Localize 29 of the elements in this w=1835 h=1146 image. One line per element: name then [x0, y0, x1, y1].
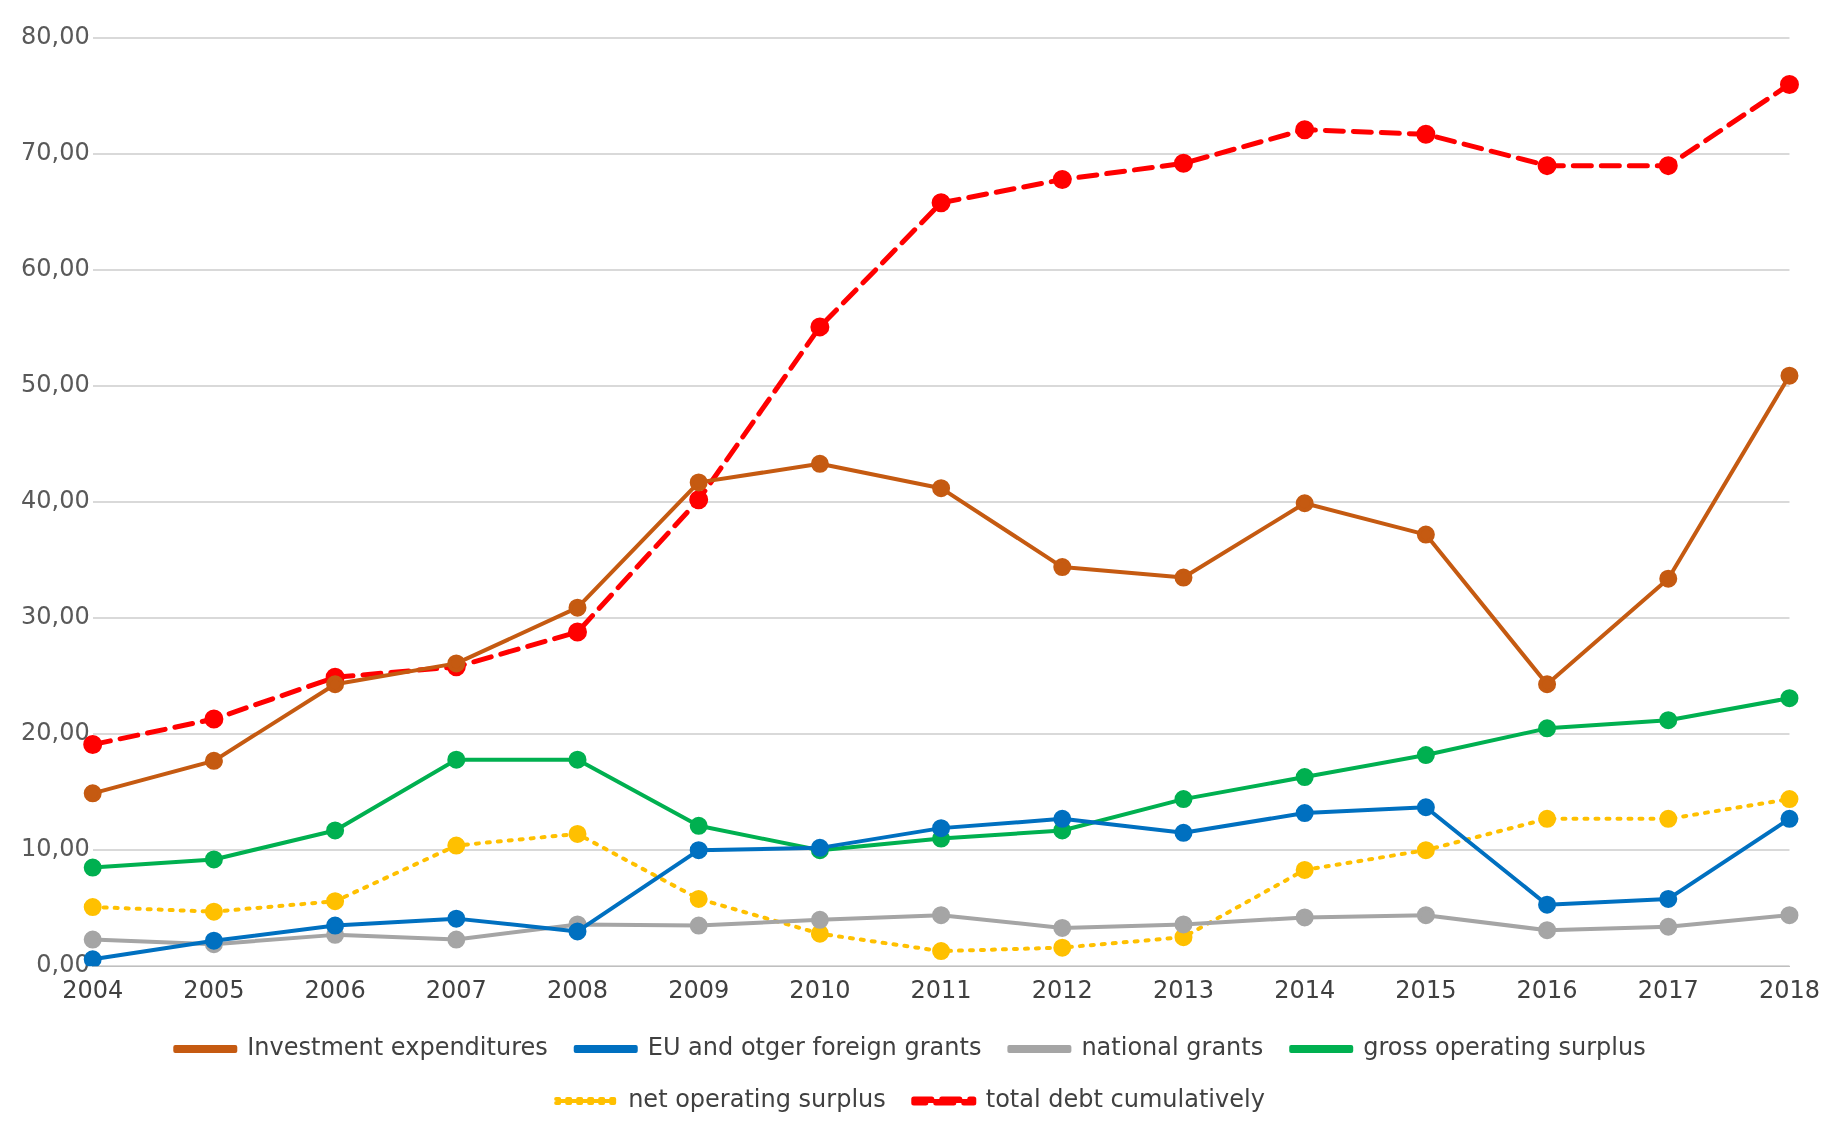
- x-tick-label: 2008: [546, 975, 609, 1004]
- x-tick-label: 2016: [1516, 975, 1578, 1004]
- y-tick-label: 30,00: [20, 602, 90, 631]
- y-tick-label: 70,00: [20, 138, 90, 167]
- legend-label: EU and otger foreign grants: [647, 1033, 982, 1062]
- x-tick-label: 2006: [304, 975, 366, 1004]
- x-tick-label: 2014: [1274, 975, 1336, 1004]
- x-tick-label: 2009: [668, 975, 730, 1004]
- legend-label: Investment expenditures: [247, 1033, 548, 1062]
- x-tick-label: 2013: [1152, 975, 1215, 1004]
- y-tick-label: 80,00: [20, 22, 90, 51]
- x-tick-label: 2010: [789, 975, 851, 1004]
- y-tick-label: 60,00: [20, 254, 90, 283]
- x-tick-label: 2015: [1395, 975, 1457, 1004]
- x-tick-label: 2017: [1637, 975, 1699, 1004]
- legend-label: net operating surplus: [628, 1085, 886, 1114]
- x-tick-label: 2004: [62, 975, 124, 1004]
- legend-label: total debt cumulatively: [985, 1085, 1265, 1114]
- x-tick-label: 2005: [183, 975, 245, 1004]
- y-tick-label: 50,00: [20, 370, 90, 399]
- x-tick-label: 2012: [1031, 975, 1093, 1004]
- legend-label: gross operating surplus: [1363, 1033, 1646, 1062]
- y-tick-label: 20,00: [20, 718, 90, 747]
- y-tick-label: 10,00: [20, 834, 90, 863]
- x-tick-label: 2007: [425, 975, 487, 1004]
- x-tick-label: 2018: [1758, 975, 1820, 1004]
- y-tick-label: 40,00: [20, 486, 90, 515]
- legend-label: national grants: [1081, 1033, 1264, 1062]
- x-tick-label: 2011: [910, 975, 972, 1004]
